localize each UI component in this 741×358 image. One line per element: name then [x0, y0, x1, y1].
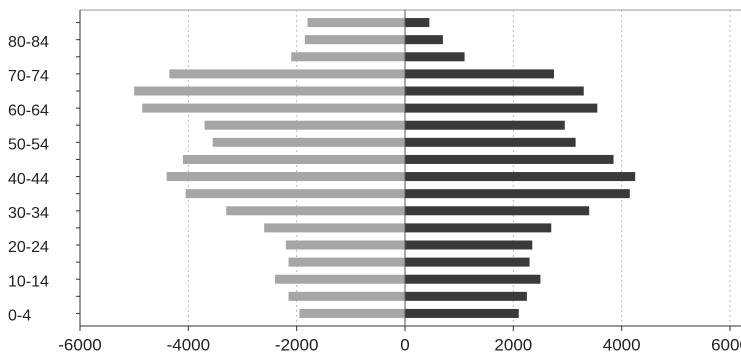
x-tick-label: -2000 — [275, 335, 318, 354]
bar — [405, 86, 584, 96]
bar — [212, 137, 405, 147]
bar — [264, 223, 405, 233]
x-tick-label: 6000 — [711, 335, 741, 354]
bar — [288, 257, 405, 267]
bar — [405, 223, 552, 233]
bar — [285, 240, 405, 250]
x-tick-label: 2000 — [494, 335, 532, 354]
y-tick-label: 20-24 — [8, 239, 49, 256]
y-tick-label: 0-4 — [8, 308, 31, 325]
bar — [405, 308, 519, 318]
bar — [405, 274, 541, 284]
y-tick-label: 80-84 — [8, 34, 49, 51]
bar — [134, 86, 405, 96]
bar — [307, 18, 405, 28]
bar — [288, 291, 405, 301]
bar — [405, 103, 598, 113]
x-tick-label: -4000 — [167, 335, 210, 354]
bar — [226, 206, 405, 216]
bar — [405, 120, 565, 130]
bar — [405, 189, 630, 199]
bar — [405, 18, 430, 28]
y-tick-label: 60-64 — [8, 102, 49, 119]
y-tick-label: 40-44 — [8, 171, 49, 188]
bar — [405, 291, 527, 301]
y-tick-label: 50-54 — [8, 137, 49, 154]
bar — [405, 206, 590, 216]
bar — [405, 69, 554, 79]
bar — [405, 35, 443, 45]
x-tick-label: 0 — [400, 335, 409, 354]
bar — [182, 154, 405, 164]
bar — [185, 189, 405, 199]
bar — [405, 257, 530, 267]
bar — [275, 274, 405, 284]
bar — [169, 69, 405, 79]
bar — [204, 120, 405, 130]
bar — [405, 172, 636, 182]
y-tick-label: 10-14 — [8, 273, 49, 290]
bar — [405, 52, 465, 62]
y-tick-label: 30-34 — [8, 205, 49, 222]
bar — [405, 154, 614, 164]
x-tick-label: 4000 — [603, 335, 641, 354]
x-tick-label: -6000 — [58, 335, 101, 354]
bar — [405, 137, 576, 147]
bar — [166, 172, 405, 182]
bar — [142, 103, 405, 113]
y-tick-label: 70-74 — [8, 68, 49, 85]
bar — [291, 52, 405, 62]
bar — [304, 35, 405, 45]
bar — [405, 240, 533, 250]
bar — [299, 308, 405, 318]
